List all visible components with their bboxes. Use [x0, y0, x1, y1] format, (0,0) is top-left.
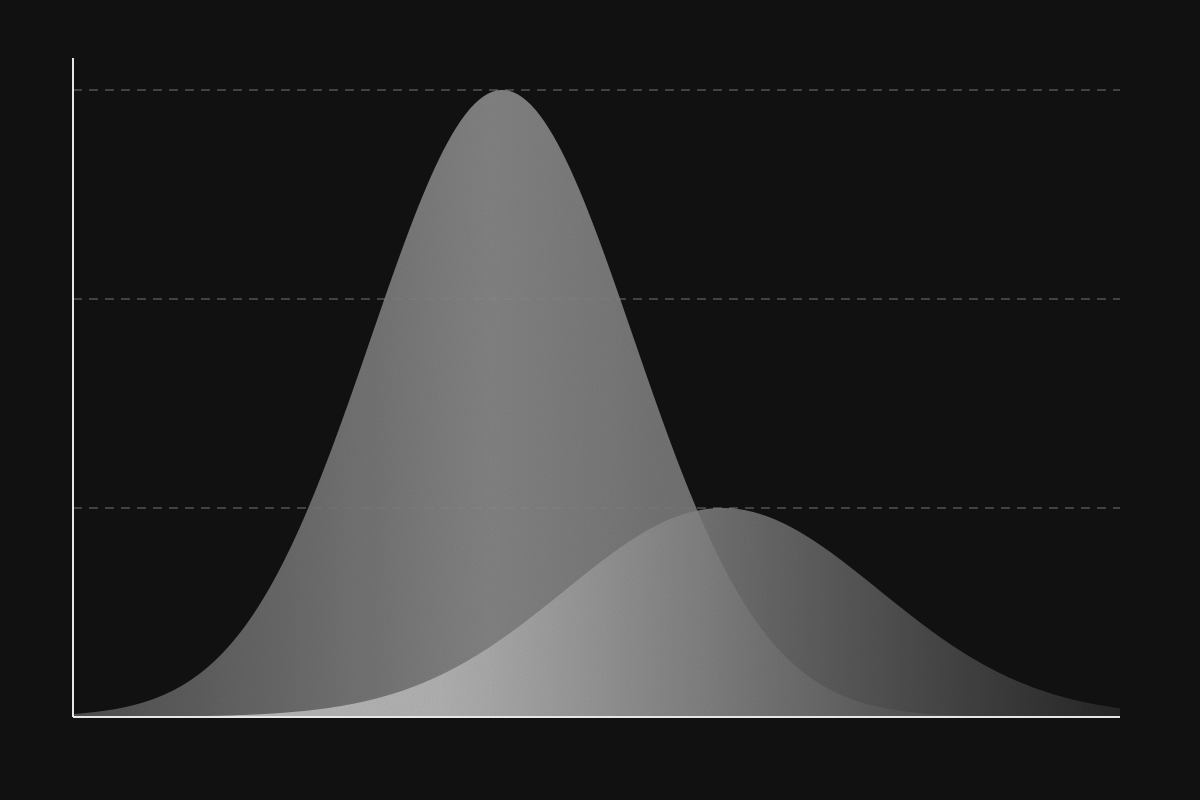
axes: [72, 58, 1120, 718]
gridlines: [73, 89, 1120, 509]
series-areas: [73, 90, 1120, 717]
series-area-1: [73, 90, 1120, 717]
series-area-2: [73, 508, 1120, 717]
